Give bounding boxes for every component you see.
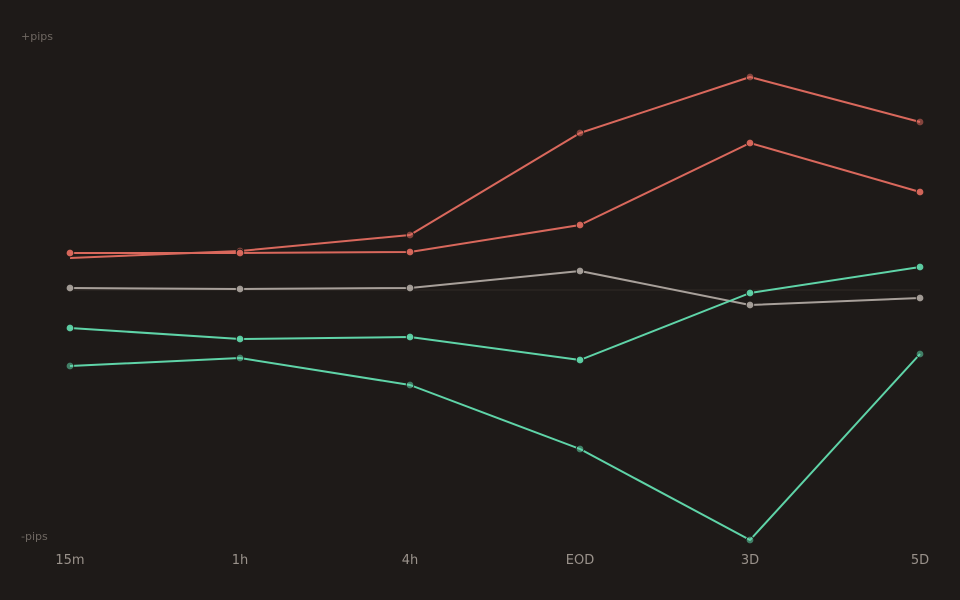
- x-tick-label-4h: 4h: [402, 553, 419, 568]
- series-3-point-3d[interactable]: [745, 300, 755, 310]
- series-2-point-3d[interactable]: [745, 138, 755, 148]
- series-1-point-eod[interactable]: [575, 128, 585, 138]
- series-2-point-eod[interactable]: [575, 220, 585, 230]
- series-4-point-eod[interactable]: [575, 355, 585, 365]
- series-3-point-1h[interactable]: [235, 284, 245, 294]
- x-tick-label-3d: 3D: [741, 553, 759, 568]
- series-2-point-1h[interactable]: [235, 248, 245, 258]
- series-1-line: [69, 76, 921, 259]
- series-3: [65, 266, 925, 310]
- series-5-line: [69, 353, 921, 541]
- series-2-line: [70, 142, 921, 254]
- series-3-point-15m[interactable]: [65, 283, 75, 293]
- series-5: [65, 349, 925, 545]
- series-3-point-eod[interactable]: [575, 266, 585, 276]
- x-axis-ticks: 15m 1h 4h EOD 3D 5D: [55, 553, 929, 568]
- series-2-point-4h[interactable]: [405, 247, 415, 257]
- series-5-point-1h[interactable]: [235, 353, 245, 363]
- series-1: [65, 72, 925, 259]
- series-1-point-3d[interactable]: [745, 72, 755, 82]
- series-5-point-4h[interactable]: [405, 380, 415, 390]
- series-4-point-1h[interactable]: [235, 334, 245, 344]
- series-1-point-5d[interactable]: [915, 117, 925, 127]
- series-2-point-15m[interactable]: [65, 248, 75, 258]
- series-3-point-5d[interactable]: [915, 293, 925, 303]
- series-2-point-5d[interactable]: [915, 187, 925, 197]
- series-1-point-4h[interactable]: [405, 230, 415, 240]
- series-5-point-eod[interactable]: [575, 444, 585, 454]
- series-5-point-3d[interactable]: [745, 535, 755, 545]
- series-2: [65, 138, 925, 258]
- series-4-point-3d[interactable]: [745, 288, 755, 298]
- x-tick-label-5d: 5D: [911, 553, 929, 568]
- x-tick-label-1h: 1h: [232, 553, 249, 568]
- series-3-line: [69, 270, 921, 306]
- series-4-point-5d[interactable]: [915, 262, 925, 272]
- series-5-point-5d[interactable]: [915, 349, 925, 359]
- series-4-point-4h[interactable]: [405, 332, 415, 342]
- x-tick-label-eod: EOD: [566, 553, 594, 568]
- series-5-point-15m[interactable]: [65, 361, 75, 371]
- series-4: [65, 262, 925, 365]
- x-tick-label-15m: 15m: [55, 553, 84, 568]
- series-4-line: [69, 266, 921, 361]
- series-4-point-15m[interactable]: [65, 323, 75, 333]
- y-axis-bottom-label: -pips: [21, 530, 48, 543]
- y-axis-top-label: +pips: [21, 30, 53, 43]
- series-layer: [65, 72, 925, 545]
- series-3-point-4h[interactable]: [405, 283, 415, 293]
